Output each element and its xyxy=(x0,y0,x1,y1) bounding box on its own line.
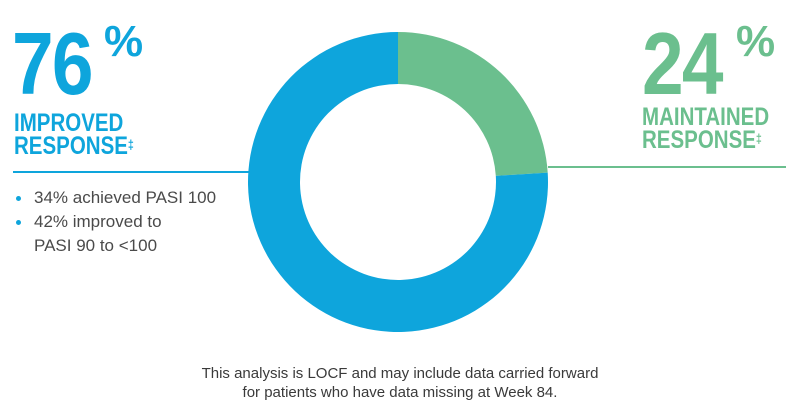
maintained-label-line2: RESPONSE xyxy=(642,126,756,154)
maintained-value: 24 xyxy=(642,14,724,113)
bullet-item: 42% improved to PASI 90 to <100 xyxy=(14,210,216,258)
improved-bullets: 34% achieved PASI 100 42% improved to PAS… xyxy=(14,186,216,258)
footnote-line2: for patients who have data missing at We… xyxy=(242,384,558,401)
maintained-label-line1: MAINTAINED xyxy=(642,103,770,131)
bullet-item: 34% achieved PASI 100 xyxy=(14,186,216,210)
maintained-footnote-mark: ‡ xyxy=(755,131,762,146)
bullet-text-cont: PASI 90 to <100 xyxy=(34,236,158,255)
maintained-percent-sign: % xyxy=(736,17,776,66)
footnote: This analysis is LOCF and may include da… xyxy=(150,364,650,402)
maintained-label: MAINTAINED RESPONSE‡ xyxy=(642,103,770,154)
improved-label-line2: RESPONSE xyxy=(14,132,128,160)
improved-divider xyxy=(13,171,251,173)
improved-percent-sign: % xyxy=(104,17,144,66)
bullet-dot-icon xyxy=(16,196,21,201)
bullet-text: 42% improved to xyxy=(34,212,162,231)
bullet-text: 34% achieved PASI 100 xyxy=(34,188,217,207)
improved-label: IMPROVED RESPONSE‡ xyxy=(14,109,134,160)
bullet-dot-icon xyxy=(16,220,21,225)
improved-label-line1: IMPROVED xyxy=(14,109,124,137)
improved-value: 76 xyxy=(12,14,94,113)
donut-slice-improved-response xyxy=(247,32,548,333)
maintained-divider xyxy=(548,166,786,168)
footnote-line1: This analysis is LOCF and may include da… xyxy=(201,365,599,382)
donut-slice-maintained-response xyxy=(398,32,548,176)
improved-footnote-mark: ‡ xyxy=(127,137,134,152)
